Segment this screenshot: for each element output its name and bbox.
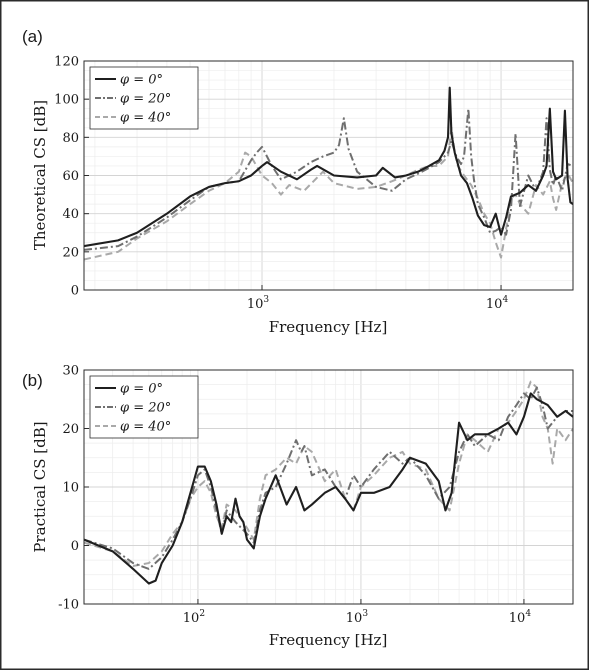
- chart-panel-a: 0 20 40 60 80 100 120 103 104 Frequency [Hz] The…: [31, 55, 574, 336]
- y-tick-label: 100: [54, 93, 79, 108]
- legend-entry: φ = 0°: [120, 73, 163, 88]
- series-line-1: [84, 107, 573, 251]
- ticks-b: -10 0 10 20 30 102 103 104: [58, 364, 531, 627]
- panel-a-label: (a): [22, 27, 43, 46]
- y-tick-label: 0: [71, 284, 79, 299]
- series-line-1: [84, 386, 573, 570]
- y-tick-label: -10: [58, 598, 79, 613]
- y-tick-label: 40: [62, 207, 79, 222]
- ticks-a: 0 20 40 60 80 100 120 103 104: [54, 55, 508, 313]
- series-line-0: [84, 86, 573, 248]
- y-tick-label: 20: [62, 422, 79, 437]
- ylabel-b: Practical CS [dB]: [31, 421, 49, 552]
- legend-a: φ = 0° φ = 20° φ = 40°: [89, 66, 199, 130]
- chart-panel-b: -10 0 10 20 30 102 103 104 Frequency [Hz] Pract…: [31, 364, 574, 649]
- x-tick-label: 104: [486, 295, 509, 312]
- series-a: [84, 86, 573, 261]
- xlabel-a: Frequency [Hz]: [269, 318, 388, 336]
- y-tick-label: 0: [71, 539, 79, 554]
- x-tick-label: 104: [509, 609, 532, 626]
- series-b: [84, 380, 573, 585]
- y-tick-label: 120: [54, 55, 79, 70]
- y-tick-label: 30: [62, 364, 79, 379]
- series-line-2: [84, 126, 573, 261]
- legend-entry: φ = 20°: [120, 92, 171, 107]
- y-tick-label: 60: [62, 169, 79, 184]
- panel-b-label: (b): [22, 371, 43, 390]
- legend-entry: φ = 20°: [120, 401, 171, 416]
- series-line-0: [84, 392, 573, 585]
- legend-b: φ = 0° φ = 20° φ = 40°: [89, 375, 199, 439]
- x-tick-label: 103: [346, 609, 369, 626]
- series-line-2: [84, 380, 573, 567]
- ylabel-a: Theoretical CS [dB]: [31, 100, 49, 250]
- x-tick-label: 102: [183, 609, 205, 626]
- legend-entry: φ = 0°: [120, 382, 163, 397]
- legend-entry: φ = 40°: [120, 111, 171, 126]
- y-tick-label: 20: [62, 245, 79, 260]
- y-tick-label: 10: [62, 481, 79, 496]
- legend-entry: φ = 40°: [120, 420, 171, 435]
- x-tick-label: 103: [247, 295, 270, 312]
- xlabel-b: Frequency [Hz]: [269, 631, 388, 649]
- y-tick-label: 80: [62, 131, 79, 146]
